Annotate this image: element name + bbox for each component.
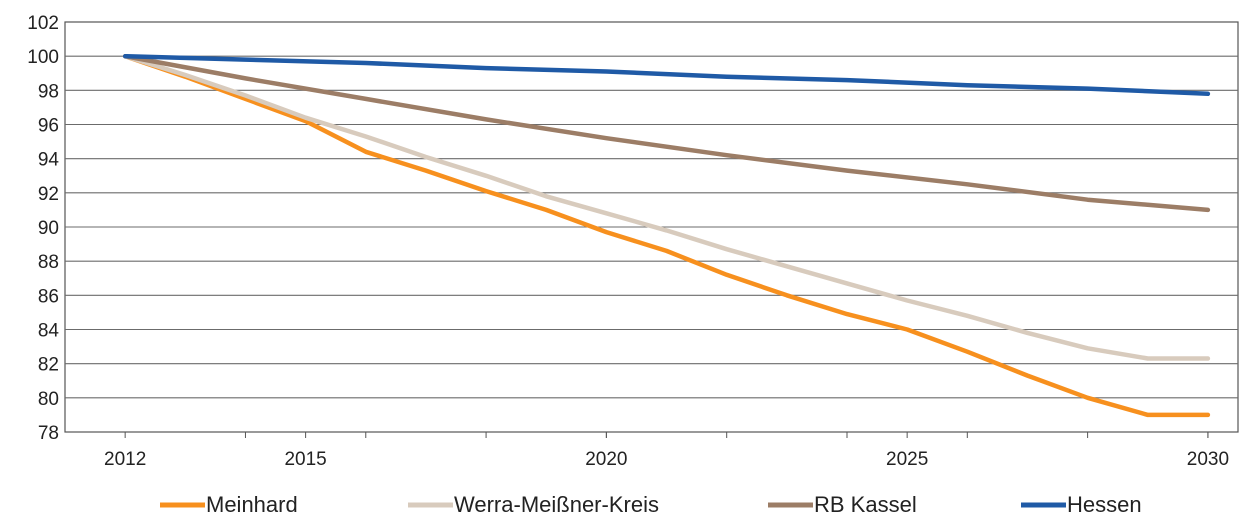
y-tick-label: 96 (38, 116, 59, 137)
x-tick-label: 2015 (284, 449, 326, 470)
series-line-werra-mei-ner-kreis (122, 53, 1211, 361)
y-tick-label: 84 (38, 321, 60, 342)
series-line-rb-kassel (122, 53, 1211, 213)
y-tick-label: 94 (38, 150, 60, 171)
legend: Meinhard Werra-Meißner-Kreis RB Kassel Hess… (160, 492, 1142, 517)
x-tick-label: 2020 (585, 449, 627, 470)
legend-label: Werra-Meißner-Kreis (454, 492, 659, 517)
legend-label: Meinhard (206, 492, 298, 517)
y-tick-label: 78 (38, 423, 59, 444)
y-tick-label: 92 (38, 184, 59, 205)
series-line-meinhard (122, 53, 1211, 418)
y-tick-label: 88 (38, 252, 59, 273)
gridlines (64, 21, 1239, 433)
x-tick-label: 2025 (886, 449, 928, 470)
y-tick-label: 86 (38, 286, 59, 307)
y-tick-label: 100 (27, 47, 59, 68)
series-lines (122, 53, 1211, 418)
y-axis-tick-labels: 78 80 82 84 86 88 90 92 94 96 98 100 102 (27, 13, 59, 444)
x-tick-label: 2030 (1187, 449, 1229, 470)
x-tick-label: 2012 (104, 449, 146, 470)
y-tick-label: 90 (38, 218, 59, 239)
y-tick-label: 80 (38, 389, 59, 410)
legend-label: RB Kassel (814, 492, 917, 517)
y-tick-label: 82 (38, 355, 59, 376)
series-line-hessen (122, 53, 1211, 97)
y-tick-label: 98 (38, 81, 59, 102)
x-axis: 2012 2015 2020 2025 2030 (104, 432, 1229, 470)
y-tick-label: 102 (27, 13, 59, 34)
legend-label: Hessen (1067, 492, 1142, 517)
